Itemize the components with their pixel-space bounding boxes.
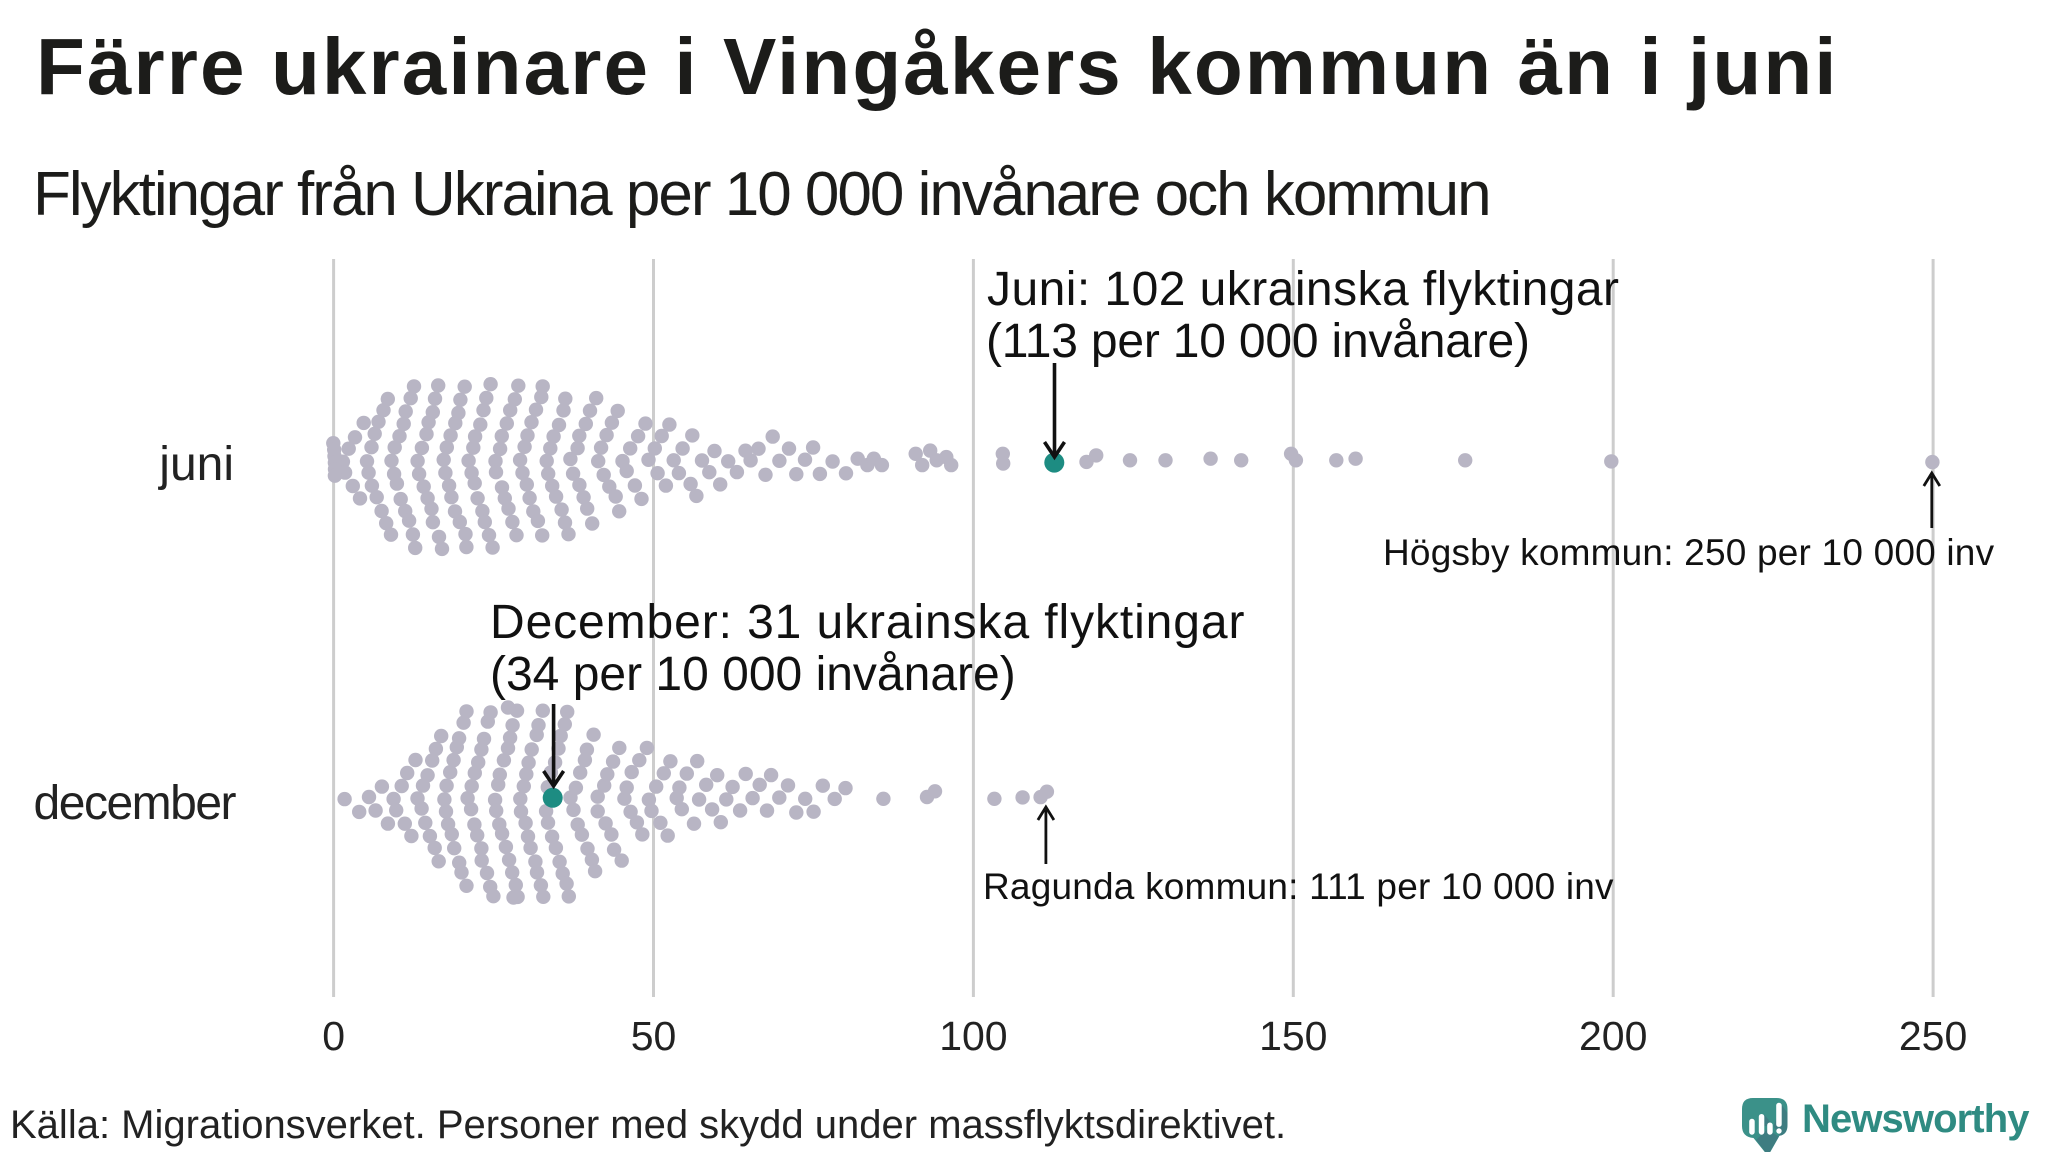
svg-text:Flyktingar från Ukraina per 10: Flyktingar från Ukraina per 10 000 invån…: [33, 160, 1490, 229]
svg-text:(34 per 10 000 invånare): (34 per 10 000 invånare): [490, 648, 1016, 701]
svg-text:Högsby kommun: 250 per 10 000: Högsby kommun: 250 per 10 000 inv: [1383, 532, 1995, 573]
svg-text:100: 100: [939, 1013, 1007, 1059]
svg-text:200: 200: [1579, 1013, 1647, 1059]
svg-text:juni: juni: [157, 438, 234, 491]
svg-text:Juni: 102 ukrainska flyktingar: Juni: 102 ukrainska flyktingar: [987, 263, 1619, 316]
svg-text:Färre ukrainare i Vingåkers ko: Färre ukrainare i Vingåkers kommun än i …: [36, 22, 1839, 111]
svg-text:50: 50: [631, 1013, 677, 1059]
svg-text:Källa: Migrationsverket. Perso: Källa: Migrationsverket. Personer med sk…: [10, 1103, 1286, 1147]
svg-text:250: 250: [1899, 1013, 1967, 1059]
svg-text:December: 31 ukrainska flykti: December: 31 ukrainska flyktingar: [490, 596, 1245, 649]
svg-text:0: 0: [322, 1013, 345, 1059]
svg-text:december: december: [34, 777, 237, 830]
svg-text:Ragunda kommun: 111 per 10 000: Ragunda kommun: 111 per 10 000 inv: [983, 866, 1614, 907]
svg-text:Newsworthy: Newsworthy: [1802, 1097, 2030, 1141]
svg-text:150: 150: [1259, 1013, 1327, 1059]
svg-text:(113 per 10 000 invånare): (113 per 10 000 invånare): [986, 315, 1530, 368]
